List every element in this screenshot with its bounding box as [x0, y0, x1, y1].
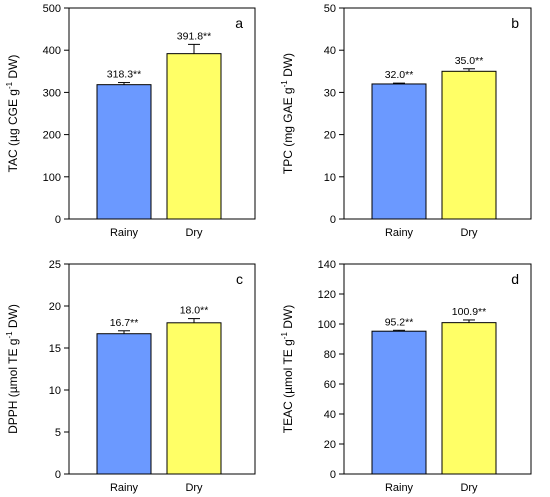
panel-label: b [511, 15, 519, 31]
bar-dry [166, 322, 222, 475]
y-axis-title-sup: -1 [280, 332, 289, 340]
x-tick-label-dry: Dry [460, 227, 478, 239]
y-axis-title: TEAC (µmol TE g-1 DW) [280, 305, 295, 434]
x-tick-label-dry: Dry [185, 482, 203, 494]
plot-frame [343, 263, 532, 475]
y-axis-title: TPC (mg GAE g-1 DW) [280, 53, 295, 174]
bar-rainy [96, 84, 152, 220]
bar-dry [166, 53, 222, 220]
y-tick-label: 30 [324, 87, 336, 99]
x-tick-label-dry: Dry [460, 482, 478, 494]
data-label: 100.9** [452, 306, 486, 318]
y-tick-label: 60 [324, 379, 336, 391]
y-tick-label: 100 [318, 319, 336, 331]
plot-frame [343, 7, 532, 220]
chart-panel-d: 0 20 40 60 80 100 120 140 95.2** Rainy 100.9** Dry d… [280, 259, 532, 494]
y-axis-title-main: TAC (µg CGE g [6, 89, 20, 172]
y-tick-label: 140 [318, 259, 336, 271]
y-tick-label: 120 [318, 289, 336, 301]
panel-label: c [236, 271, 243, 287]
y-axis-title-main: TPC (mg GAE g [281, 87, 295, 174]
y-tick-label: 80 [324, 349, 336, 361]
y-tick-label: 10 [324, 172, 336, 184]
y-axis-title: DPPH (µmol TE g-1 DW) [5, 304, 20, 434]
y-tick-label: 400 [43, 45, 61, 57]
y-axis-title-unit: DW) [281, 305, 295, 332]
panel-label: d [511, 271, 519, 287]
y-axis-title-unit: DW) [6, 304, 20, 331]
data-label: 16.7** [110, 317, 139, 329]
y-tick-label: 15 [49, 343, 61, 355]
y-tick-label: 0 [330, 214, 336, 226]
y-axis-title-sup: -1 [5, 331, 14, 339]
y-tick-label: 50 [324, 3, 336, 15]
y-tick-label: 200 [43, 130, 61, 142]
plot-frame [68, 263, 256, 475]
y-axis-title-sup: -1 [5, 81, 14, 89]
y-tick-label: 0 [55, 214, 61, 226]
y-axis-title: TAC (µg CGE g-1 DW) [5, 55, 20, 173]
x-tick-label-rainy: Rainy [385, 227, 414, 239]
data-label: 32.0** [385, 69, 414, 81]
data-label: 35.0** [455, 55, 484, 67]
bar-dry [441, 70, 497, 220]
data-label: 18.0** [180, 305, 209, 317]
y-tick-label: 100 [43, 172, 61, 184]
x-tick-label-rainy: Rainy [110, 482, 139, 494]
x-tick-label-rainy: Rainy [110, 227, 139, 239]
data-label: 391.8** [177, 30, 211, 42]
y-tick-label: 20 [49, 301, 61, 313]
bar-rainy [371, 330, 427, 475]
y-tick-label: 500 [43, 3, 61, 15]
y-tick-label: 300 [43, 87, 61, 99]
y-axis-title-main: DPPH (µmol TE g [6, 339, 20, 434]
y-tick-label: 40 [324, 45, 336, 57]
y-tick-label: 25 [49, 259, 61, 271]
x-tick-label-dry: Dry [185, 227, 203, 239]
y-tick-label: 5 [55, 427, 61, 439]
plot-frame [68, 7, 256, 220]
panel-label: a [235, 15, 243, 31]
x-tick-label-rainy: Rainy [385, 482, 414, 494]
y-tick-label: 40 [324, 409, 336, 421]
y-tick-label: 0 [330, 469, 336, 481]
bar-rainy [96, 333, 152, 475]
y-tick-label: 20 [324, 439, 336, 451]
y-tick-label: 10 [49, 385, 61, 397]
data-label: 318.3** [107, 69, 141, 81]
bar-rainy [371, 83, 427, 220]
y-axis-title-unit: DW) [281, 53, 295, 80]
y-axis-title-sup: -1 [280, 80, 289, 88]
chart-panel-a: 0 100 200 300 400 500 318.3** Rainy 391.8** Dry a T… [5, 3, 256, 239]
bar-dry [441, 322, 497, 475]
chart-panel-b: 0 10 20 30 40 50 32.0** Rainy 35.0** Dry b TPC (mg … [280, 3, 532, 239]
y-tick-label: 20 [324, 130, 336, 142]
data-label: 95.2** [385, 316, 414, 328]
y-axis-title-main: TEAC (µmol TE g [281, 339, 295, 433]
y-tick-label: 0 [55, 469, 61, 481]
chart-panel-c: 0 5 10 15 20 25 16.7** Rainy 18.0** Dry c DPPH (µmo… [5, 259, 256, 494]
y-axis-title-unit: DW) [6, 55, 20, 82]
